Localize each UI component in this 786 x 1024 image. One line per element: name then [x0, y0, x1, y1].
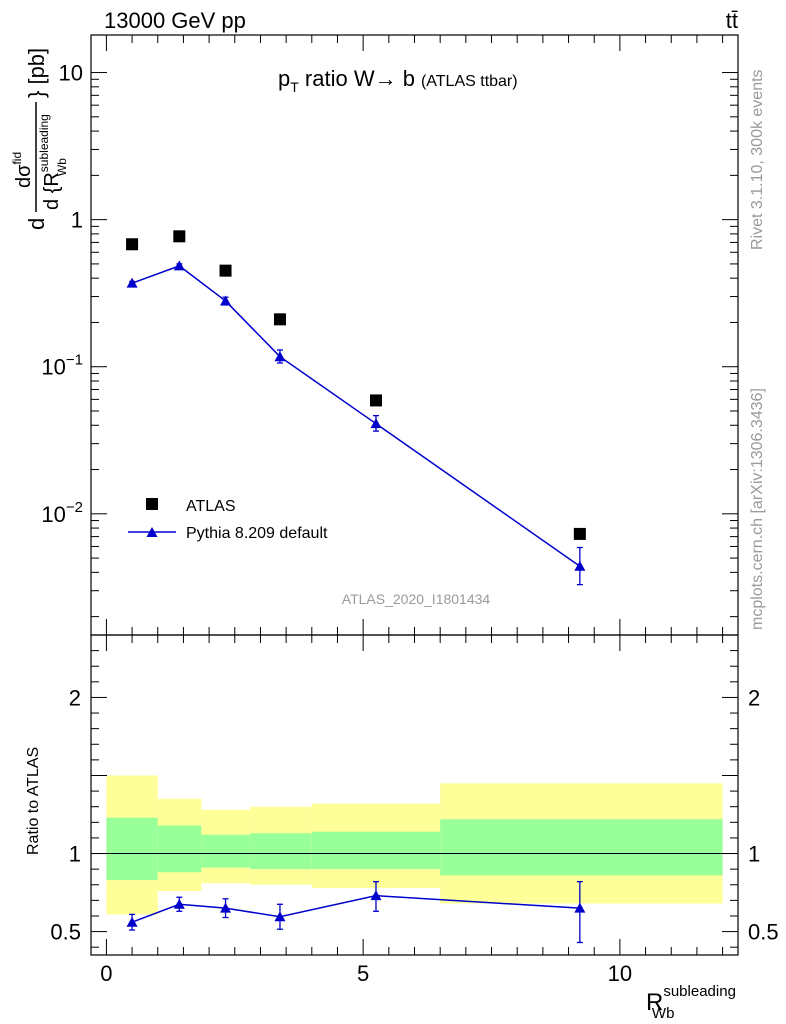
ratio-inner-band-2	[201, 834, 251, 868]
ylabel-sigma: dσ	[13, 164, 35, 188]
title-p: p	[278, 66, 290, 91]
atlas-point-2	[219, 264, 232, 277]
mcplots-source-label: mcplots.cern.ch [arXiv:1306.3436]	[749, 388, 766, 630]
x-axis-label: Rsubleading Wb	[646, 983, 736, 1022]
atlas-point-0	[126, 238, 139, 251]
legend-pythia-marker	[146, 527, 158, 537]
pythia-point-2	[220, 295, 232, 306]
ratio-point-3	[274, 911, 286, 922]
title-arrow: →	[375, 66, 397, 91]
header-right-label: tt̄	[726, 8, 738, 33]
title-subscript: T	[290, 79, 299, 95]
pythia-point-5	[574, 560, 586, 571]
ylabel-fid: fid	[10, 152, 24, 165]
ratio-inner-band-3	[250, 833, 312, 870]
ylabel-dr: d {R	[41, 172, 63, 210]
rivet-version-label: Rivet 3.1.10, 300k events	[749, 69, 766, 250]
ratio-inner-band-4	[311, 831, 441, 870]
pythia-point-0	[126, 277, 138, 288]
ylabel-tail: } [pb]	[24, 48, 49, 98]
main-ytick-label-2: 10−1	[41, 352, 83, 380]
ylabel-denominator: d {Rsubleading Wb	[37, 114, 69, 210]
atlas-point-4	[369, 394, 382, 407]
header-left-label: 13000 GeV pp	[104, 8, 246, 33]
ratio-xtick-label-0: 0	[100, 961, 112, 986]
pythia-line	[131, 265, 581, 567]
ratio-point-0	[126, 916, 138, 927]
ratio-point-1	[173, 898, 185, 909]
ratio-point-4	[370, 890, 382, 901]
ratio-ytick-label-right-0: 0.5	[748, 920, 779, 945]
ratio-ytick-label-left-1: 1	[69, 842, 81, 867]
ratio-ytick-label-right-2: 2	[748, 685, 760, 710]
ratio-xtick-label-1: 5	[357, 961, 369, 986]
xlabel-sub: Wb	[652, 1005, 675, 1022]
ratio-inner-band-5	[440, 819, 723, 876]
main-panel: 10 1 10−1 10−2	[41, 34, 739, 636]
pythia-point-3	[274, 351, 286, 362]
ratio-point-5	[574, 902, 586, 913]
main-ytick-label-0: 10	[59, 61, 83, 86]
chart-title: pT ratio W→ b (ATLAS ttbar)	[278, 66, 518, 95]
main-frame	[90, 34, 739, 636]
legend-atlas-label: ATLAS	[186, 498, 236, 515]
ratio-point-2	[220, 902, 232, 913]
ratio-inner-band-0	[106, 817, 158, 881]
main-ytick-label-1: 1	[71, 208, 83, 233]
ylabel-d-prefix: d	[24, 218, 49, 230]
pythia-point-4	[370, 418, 382, 429]
ratio-ytick-label-left-0: 0.5	[50, 920, 81, 945]
xlabel-sup: subleading	[663, 983, 736, 1000]
ylabel-sub: Wb	[55, 158, 69, 176]
analysis-watermark: ATLAS_2020_I1801434	[342, 591, 491, 607]
main-ytick-label-3: 10−2	[41, 499, 83, 527]
ylabel-numerator: dσfid	[10, 152, 35, 188]
main-ylabel: d dσfid d {Rsubleading Wb } [pb]	[10, 48, 69, 230]
legend-atlas-marker	[146, 498, 158, 510]
pythia-point-1	[173, 260, 185, 271]
xlabel-base: R	[646, 989, 663, 1016]
ratio-ytick-label-left-2: 2	[69, 685, 81, 710]
atlas-point-1	[173, 230, 186, 243]
title-paren: (ATLAS ttbar)	[421, 73, 518, 90]
ylabel-sup: subleading	[37, 114, 51, 172]
legend-pythia-label: Pythia 8.209 default	[186, 525, 328, 542]
atlas-point-3	[273, 313, 286, 326]
ratio-xtick-label-2: 10	[608, 961, 632, 986]
title-main: ratio W	[299, 66, 375, 91]
atlas-point-5	[573, 527, 586, 540]
legend: ATLAS Pythia 8.209 default	[128, 498, 328, 542]
ratio-inner-band-1	[157, 825, 202, 873]
ratio-panel: 0 5 10 0.5 0.5 1 1 2 2	[50, 634, 779, 986]
title-b: b	[397, 66, 415, 91]
ratio-pythia-line	[131, 894, 580, 923]
ratio-ylabel: Ratio to ATLAS	[25, 747, 42, 855]
ratio-ytick-label-right-1: 1	[748, 842, 760, 867]
